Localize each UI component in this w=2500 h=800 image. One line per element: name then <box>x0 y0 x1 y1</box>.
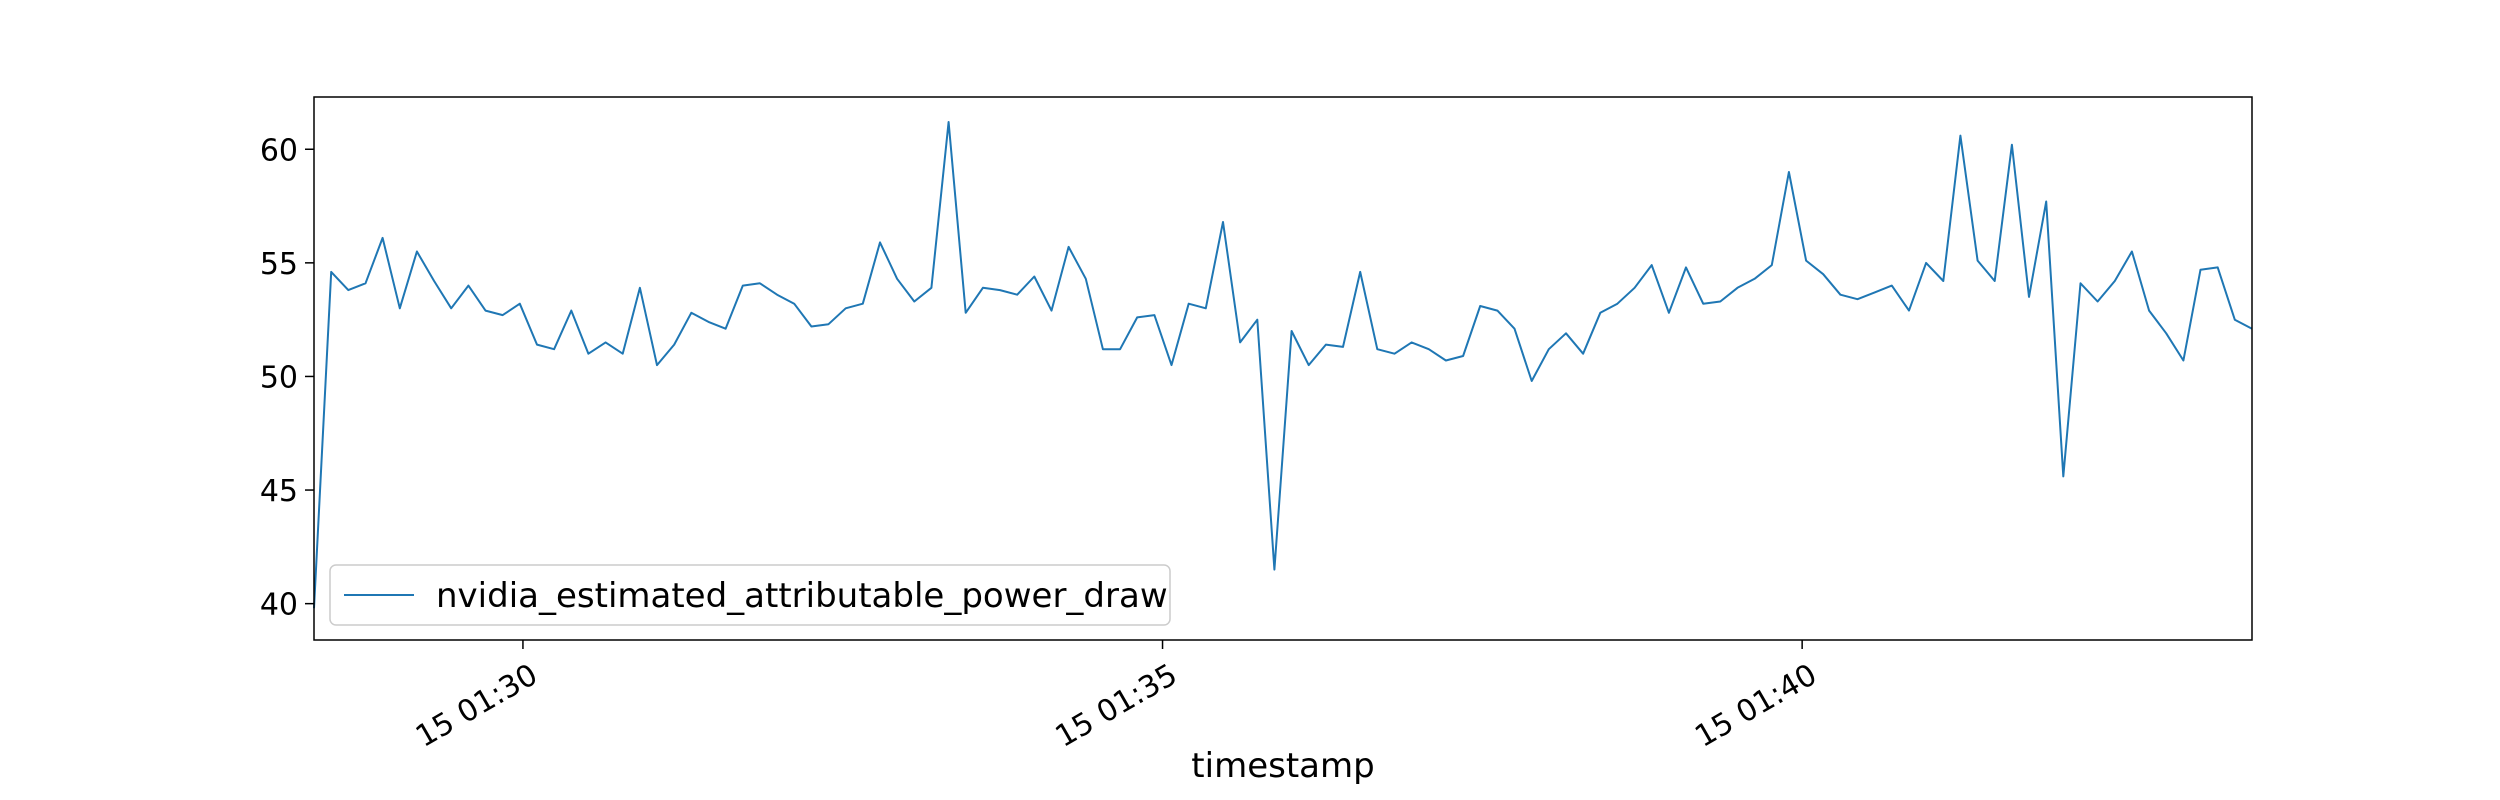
y-tick-label: 55 <box>260 247 298 282</box>
legend-box <box>329 564 1171 626</box>
y-tick-label: 40 <box>260 588 298 623</box>
y-tick-label: 60 <box>260 133 298 168</box>
series-line-power-draw <box>313 121 2253 609</box>
plot-area <box>313 96 2253 641</box>
y-tick-label: 50 <box>260 360 298 395</box>
legend: nvidia_estimated_attributable_power_draw <box>329 564 1171 626</box>
y-axis: 40 45 50 55 60 <box>260 133 314 623</box>
x-tick-label: 15 01:40 <box>1689 657 1823 754</box>
x-axis: 15 01:30 15 01:35 15 01:40 <box>410 640 1823 755</box>
plot-frame <box>313 96 2253 641</box>
x-tick-label: 15 01:30 <box>410 657 544 754</box>
legend-label: nvidia_estimated_attributable_power_draw <box>436 576 1168 616</box>
x-axis-title: timestamp <box>1191 746 1374 786</box>
x-tick-label: 15 01:35 <box>1050 657 1184 754</box>
y-tick-label: 45 <box>260 474 298 509</box>
